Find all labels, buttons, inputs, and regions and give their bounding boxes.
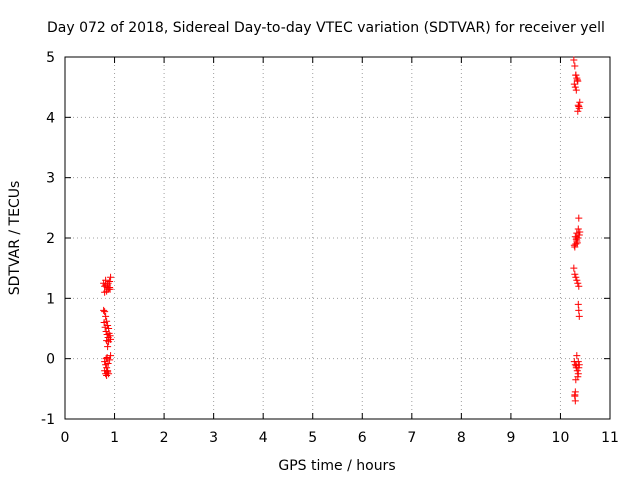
data-point [101,367,109,375]
x-tick-label: 9 [506,430,515,446]
data-point [102,328,110,336]
data-point [107,273,115,281]
x-tick-label: 6 [358,430,367,446]
data-point [572,362,580,370]
data-point [575,282,583,290]
y-tick-label: 0 [46,352,55,368]
data-point [574,373,582,381]
y-tick-label: 1 [46,291,55,307]
data-point [575,312,583,320]
data-point [104,343,112,351]
data-point [570,80,578,88]
data-point [101,323,109,331]
data-point [573,276,581,284]
chart-title: Day 072 of 2018, Sidereal Day-to-day VTE… [47,20,605,36]
data-point [106,285,114,293]
data-point [572,71,580,79]
data-point [575,214,583,222]
data-point [572,235,580,243]
x-tick-label: 4 [259,430,268,446]
data-point [570,56,578,64]
y-tick-label: 3 [46,171,55,187]
data-point [103,353,111,361]
data-point [575,306,583,314]
x-axis-label: GPS time / hours [278,458,395,474]
x-tick-label: 0 [61,430,70,446]
data-point [574,300,582,308]
x-tick-label: 7 [407,430,416,446]
x-tick-label: 1 [110,430,119,446]
data-point [107,352,115,360]
y-axis-label: SDTVAR / TECUs [7,181,23,296]
data-point [100,318,108,326]
data-point [573,367,581,375]
data-point [571,83,579,91]
data-point [575,102,583,110]
axis-ticks: 0 1 2 3 4 5 6 7 8 9 10 11 -1 0 1 2 3 4 5 [41,50,619,446]
y-tick-label: 4 [46,110,55,126]
y-tick-label: -1 [41,412,55,428]
data-point [103,287,111,295]
data-point [571,62,579,70]
x-tick-label: 10 [552,430,570,446]
data-point [102,276,110,284]
data-point [571,270,579,278]
data-point [576,98,584,106]
x-tick-label: 11 [601,430,619,446]
data-point [102,312,110,320]
data-point [573,352,581,360]
x-tick-label: 2 [160,430,169,446]
data-point [104,359,112,367]
data-point [573,229,581,237]
data-point [574,225,582,233]
data-point [101,358,109,366]
data-point [107,335,115,343]
data-point [104,368,112,376]
data-point [574,358,582,366]
data-point [104,281,112,289]
data-point [570,241,578,249]
data-point [570,264,578,272]
data-point [571,392,579,400]
grid-lines [65,57,610,419]
data-point [572,86,580,94]
data-points [100,56,584,405]
x-tick-label: 8 [457,430,466,446]
data-point [101,308,109,316]
data-point [103,372,111,380]
data-point [574,107,582,115]
y-tick-label: 5 [46,50,55,66]
data-point [572,273,580,281]
data-point [100,306,108,314]
data-point [573,76,581,84]
data-point [574,279,582,287]
data-point [106,277,114,285]
y-tick-label: 2 [46,231,55,247]
data-point [102,355,110,363]
x-tick-label: 3 [209,430,218,446]
x-tick-label: 5 [308,430,317,446]
